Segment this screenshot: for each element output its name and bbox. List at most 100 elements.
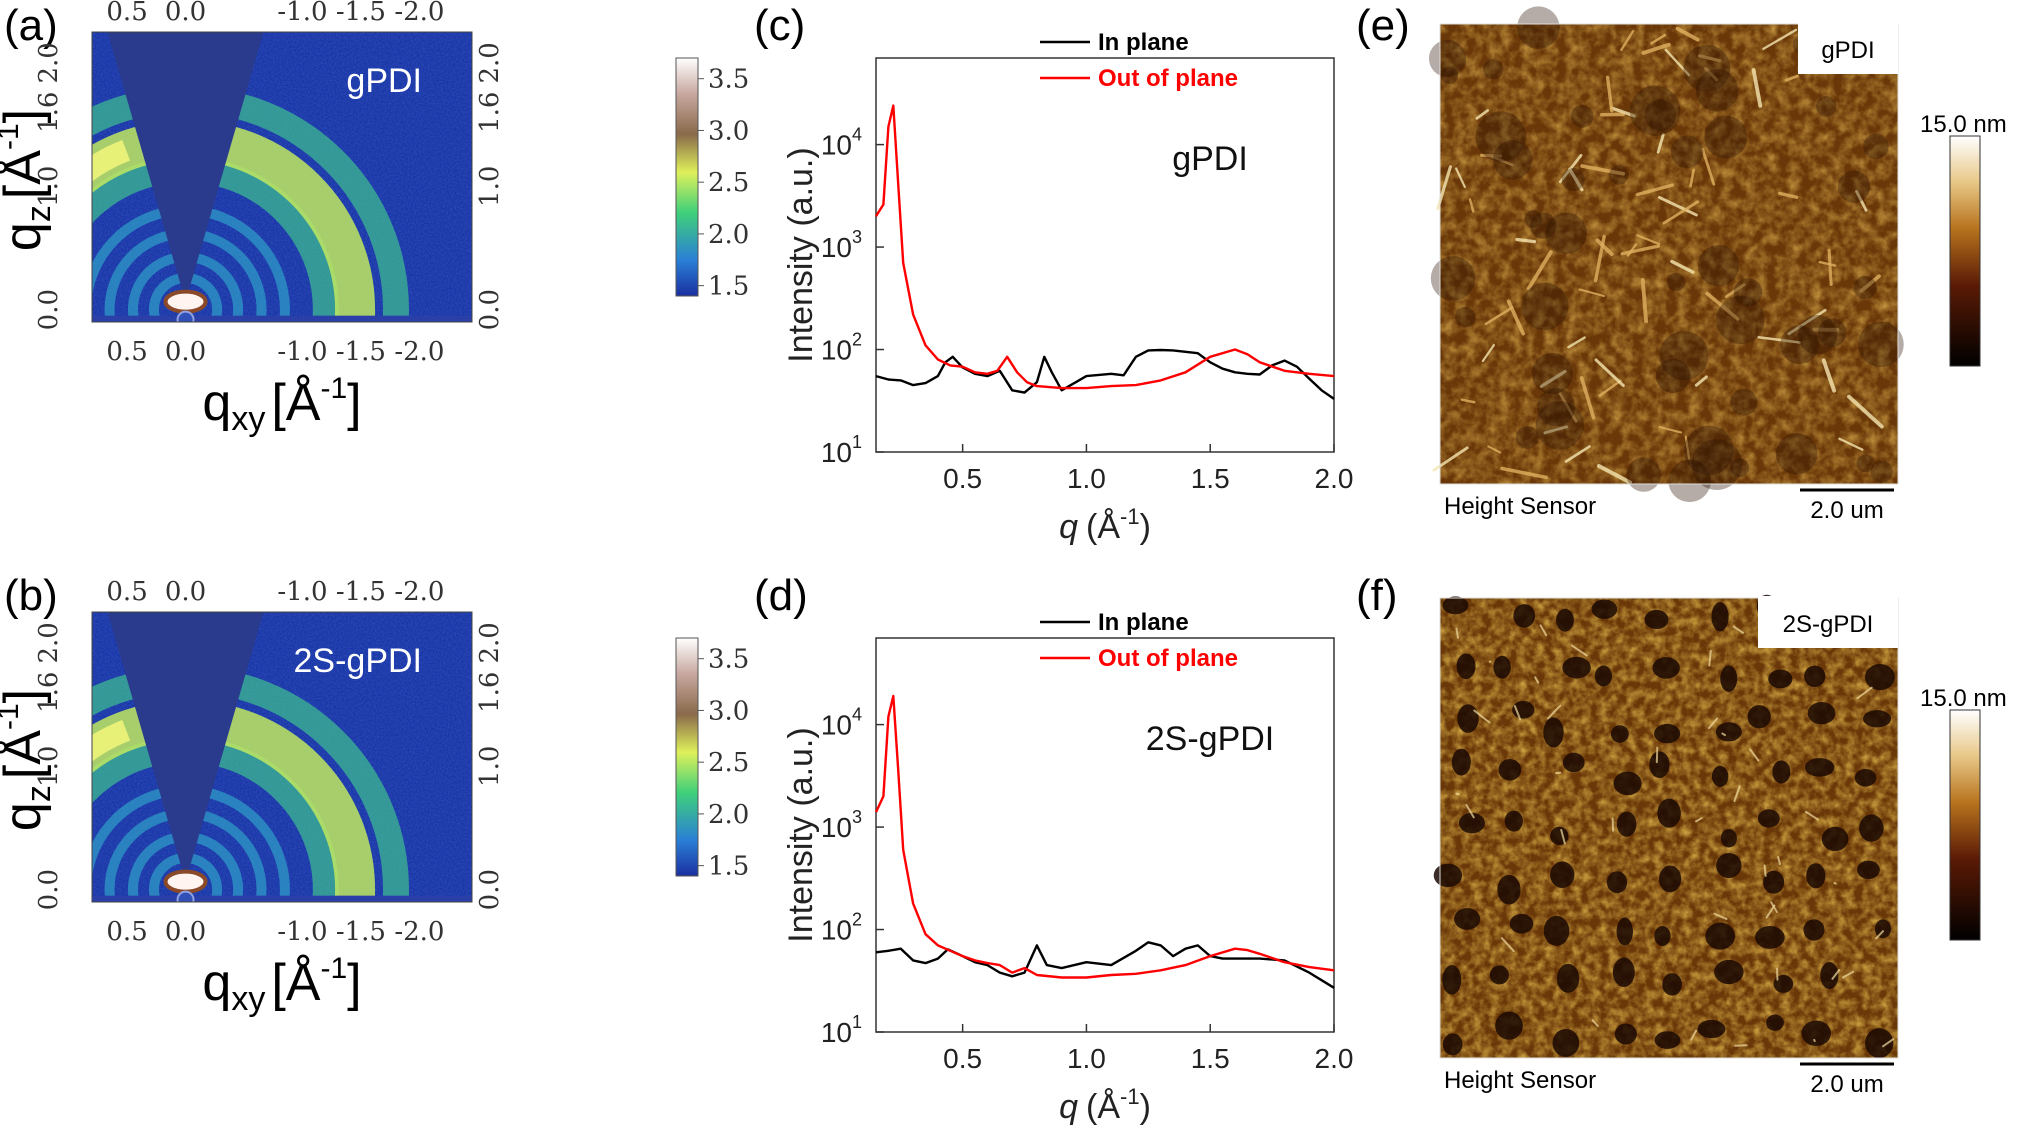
x-tick-top: -1.0 <box>277 0 327 27</box>
afm-pore <box>1614 1023 1637 1045</box>
afm-fiber <box>1841 970 1855 979</box>
afm-dark-region <box>1816 96 1837 117</box>
afm-pore <box>1562 656 1591 679</box>
afm-colorbar <box>1949 135 1981 367</box>
afm-pore <box>1654 723 1681 744</box>
afm-pore <box>1550 861 1575 888</box>
x-tick-top: 0.5 <box>106 0 147 27</box>
afm-fiber <box>1827 248 1833 287</box>
afm-fiber <box>1598 379 1622 397</box>
afm-dark-region <box>1704 115 1748 159</box>
afm-dark-region <box>1775 433 1818 475</box>
afm-fiber <box>1593 234 1606 283</box>
colorbar-tick-label: 2.0 <box>708 220 749 250</box>
afm-fiber <box>1657 196 1698 217</box>
afm-pore <box>1513 604 1536 628</box>
afm-dark-region <box>1691 439 1743 490</box>
afm-fiber <box>1650 33 1667 45</box>
x-tick-top: -2.0 <box>394 577 444 607</box>
afm-pore <box>1804 665 1826 688</box>
afm-pore <box>1509 913 1534 934</box>
x-tick-label: 1.0 <box>1067 1043 1106 1074</box>
afm-fiber <box>1465 803 1475 819</box>
afm-pore <box>1859 814 1884 842</box>
afm-dark-region <box>1670 135 1704 169</box>
afm-texture <box>1440 24 1898 484</box>
x-tick-bottom: -2.0 <box>394 337 444 367</box>
afm-pore <box>1495 1011 1523 1040</box>
x-tick-top: 0.5 <box>106 577 147 607</box>
panel-d-letter: (d) <box>754 571 808 620</box>
beamstop-wedge <box>107 32 264 302</box>
y-tick-left: 0.0 <box>34 289 64 330</box>
afm-fiber <box>1547 704 1562 720</box>
afm-fiber <box>1701 147 1716 186</box>
afm-pore <box>1803 919 1825 941</box>
y-axis-label: Intensity (a.u.) <box>782 727 820 942</box>
afm-fiber <box>1558 392 1578 423</box>
afm-scale-label: 2.0 um <box>1810 1071 1883 1098</box>
afm-dark-region <box>1454 306 1476 328</box>
afm-pore <box>1821 826 1849 852</box>
afm-fiber <box>1664 48 1691 77</box>
afm-fiber <box>1875 930 1884 940</box>
afm-sample-label: gPDI <box>1821 37 1874 64</box>
colorbar <box>675 57 699 297</box>
x-tick-top: -1.5 <box>336 577 386 607</box>
afm-pore <box>1610 725 1629 743</box>
afm-dark-region <box>1644 99 1677 131</box>
series-in-plane-line <box>875 941 1335 989</box>
afm-pore <box>1442 965 1462 995</box>
afm-dark-region <box>1517 6 1560 49</box>
afm-pore <box>1857 860 1880 880</box>
legend-label: In plane <box>1098 29 1189 56</box>
afm-pore <box>1716 853 1742 879</box>
plot-frame <box>875 57 1335 453</box>
colorbar-tick-label: 3.5 <box>708 65 749 95</box>
afm-sample-label: 2S-gPDI <box>1783 611 1874 638</box>
afm-pore <box>1644 609 1669 630</box>
afm-pore <box>1865 1028 1894 1059</box>
afm-pore <box>1711 765 1729 787</box>
afm-pore <box>1616 811 1637 837</box>
x-tick-label: 0.5 <box>943 1043 982 1074</box>
x-tick-label: 1.5 <box>1191 1043 1230 1074</box>
x-tick-bottom: 0.5 <box>106 337 147 367</box>
afm-pore <box>1543 915 1570 946</box>
x-tick-label: 2.0 <box>1315 463 1354 494</box>
afm-dark-region <box>1837 170 1871 203</box>
afm-fiber <box>1635 183 1674 197</box>
afm-colorbar-label: 15.0 nm <box>1920 685 2007 712</box>
afm-pore <box>1556 608 1574 632</box>
afm-pore <box>1714 959 1744 985</box>
afm-fiber <box>1455 792 1460 796</box>
afm-pore <box>1451 748 1471 776</box>
afm-dark-region <box>1545 212 1587 255</box>
afm-scale-label: 2.0 um <box>1810 497 1883 524</box>
afm-dark-region <box>1483 59 1504 80</box>
afm-fiber <box>1543 425 1569 435</box>
afm-fiber <box>1526 250 1553 291</box>
afm-fiber <box>1855 189 1868 212</box>
afm-pore <box>1654 925 1671 946</box>
afm-pore <box>1658 865 1682 893</box>
afm-fiber <box>1765 904 1776 919</box>
afm-pore <box>1562 752 1585 773</box>
x-tick-top: -1.5 <box>336 0 386 27</box>
afm-dark-region <box>1668 459 1711 503</box>
afm-fiber <box>1594 358 1625 388</box>
x-tick-label: 1.0 <box>1067 463 1106 494</box>
afm-pore <box>1766 1014 1784 1031</box>
afm-pore <box>1755 926 1785 949</box>
afm-fiber <box>1610 106 1636 118</box>
afm-fiber <box>1763 864 1767 877</box>
afm-fiber <box>1749 748 1760 762</box>
y-tick-left: 2.0 <box>34 622 64 663</box>
panel-e-letter: (e) <box>1356 1 1410 50</box>
afm-pore <box>1457 704 1479 733</box>
afm-pore <box>1606 871 1628 894</box>
x-tick-label: 1.5 <box>1191 463 1230 494</box>
afm-dark-region <box>1730 388 1758 416</box>
afm-caption: Height Sensor <box>1444 493 1596 520</box>
afm-pore <box>1768 669 1793 689</box>
